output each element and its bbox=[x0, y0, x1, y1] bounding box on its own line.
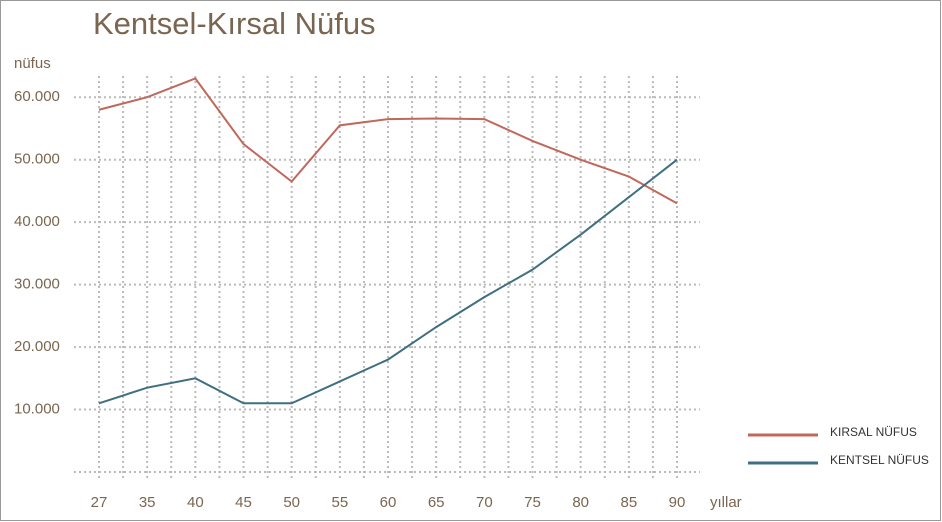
x-axis-label: yıllar bbox=[710, 494, 742, 511]
legend-label: KIRSAL NÜFUS bbox=[830, 425, 917, 439]
x-tick-label: 27 bbox=[91, 494, 108, 511]
x-tick-label: 90 bbox=[669, 494, 686, 511]
x-tick-label: 60 bbox=[380, 494, 397, 511]
x-tick-label: 70 bbox=[476, 494, 493, 511]
x-tick-label: 40 bbox=[187, 494, 204, 511]
y-tick-label: 10.000 bbox=[14, 401, 60, 418]
y-tick-label: 20.000 bbox=[14, 338, 60, 355]
chart-title: Kentsel-Kırsal Nüfus bbox=[93, 6, 376, 41]
y-tick-label: 50.000 bbox=[14, 151, 60, 168]
y-tick-label: 30.000 bbox=[14, 276, 60, 293]
x-tick-label: 55 bbox=[331, 494, 348, 511]
x-tick-label: 85 bbox=[620, 494, 637, 511]
x-tick-label: 65 bbox=[428, 494, 445, 511]
series-line bbox=[98, 77, 678, 205]
legend-label: KENTSEL NÜFUS bbox=[830, 453, 929, 467]
y-axis-label: nüfus bbox=[14, 55, 51, 72]
x-tick-label: 50 bbox=[283, 494, 300, 511]
series-line bbox=[98, 158, 678, 405]
x-tick-label: 75 bbox=[524, 494, 541, 511]
x-tick-label: 80 bbox=[572, 494, 589, 511]
y-tick-label: 60.000 bbox=[14, 88, 60, 105]
x-tick-label: 35 bbox=[139, 494, 156, 511]
x-tick-label: 45 bbox=[235, 494, 252, 511]
y-tick-label: 40.000 bbox=[14, 213, 60, 230]
